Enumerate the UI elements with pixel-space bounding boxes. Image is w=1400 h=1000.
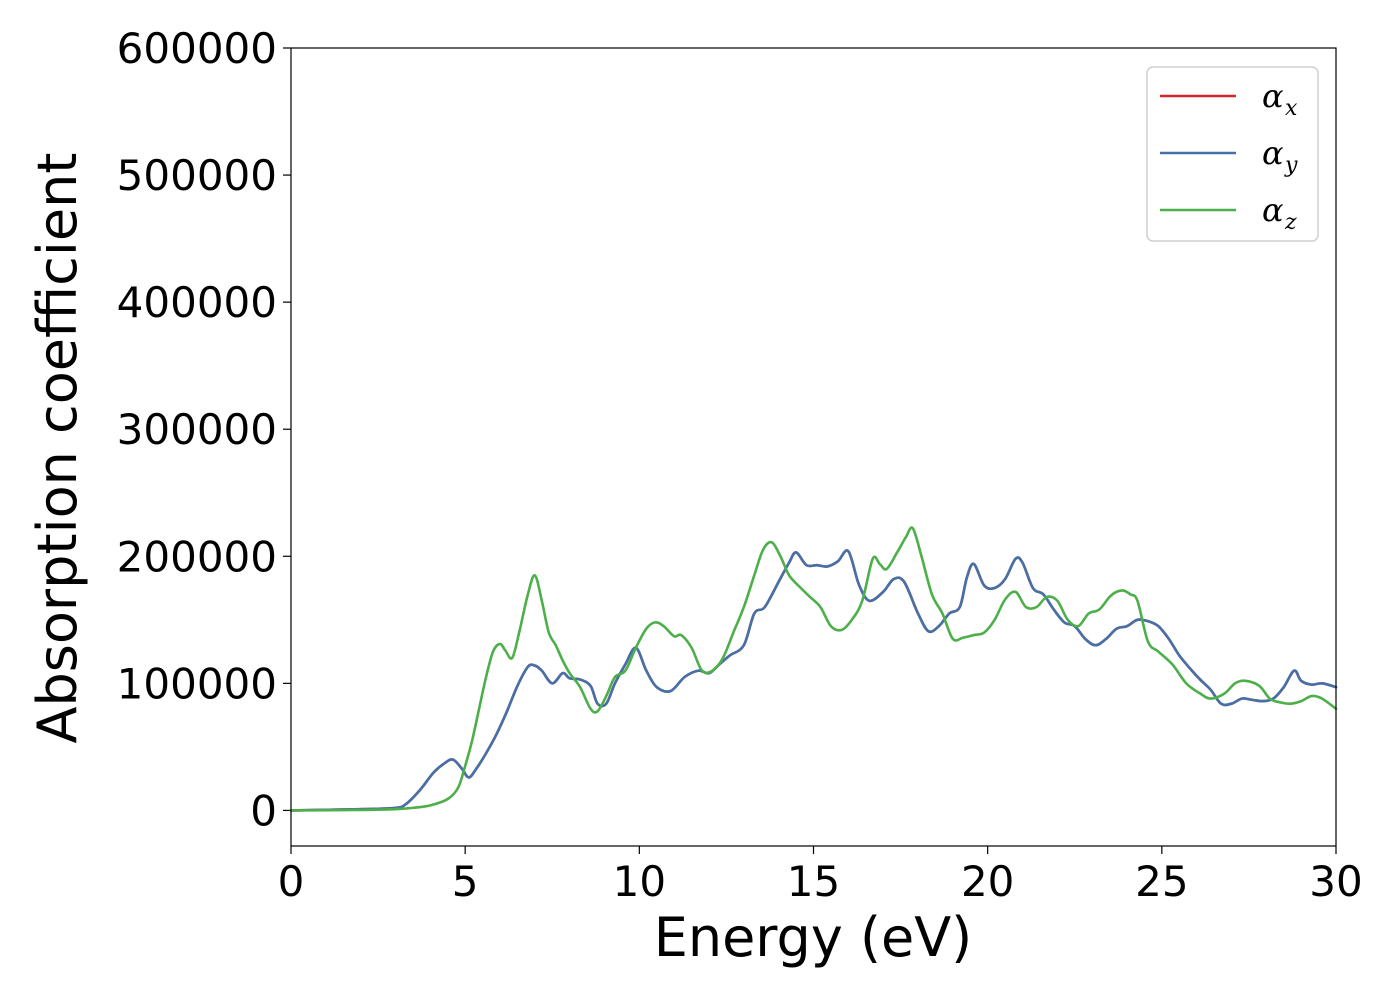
x-tick-label: 30 — [1309, 857, 1362, 906]
plot-frame — [290, 47, 1337, 847]
y-tick-label: 500000 — [117, 151, 277, 200]
x-tick-label: 15 — [787, 857, 840, 906]
x-tick-label: 20 — [961, 857, 1014, 906]
legend-subscript-x: x — [1285, 96, 1298, 121]
legend: α xα yα z — [1146, 66, 1319, 242]
legend-subscript-y: y — [1284, 153, 1298, 178]
y-tick-label: 100000 — [117, 659, 277, 708]
y-tick-label: 300000 — [117, 405, 277, 454]
y-tick-label: 600000 — [117, 24, 277, 73]
legend-label-alpha-y: α — [1262, 134, 1284, 172]
x-tick-label: 25 — [1135, 857, 1188, 906]
y-axis-title: Absorption coefficient — [26, 153, 89, 744]
series-lines — [289, 526, 1338, 812]
x-tick-label: 0 — [278, 857, 305, 906]
series-line-alpha-y — [289, 549, 1338, 812]
legend-subscript-z: z — [1284, 210, 1297, 235]
x-axis-ticks: 0 5 10 15 20 25 30 — [278, 846, 1363, 906]
series-line-alpha-z — [289, 526, 1338, 812]
y-tick-label: 400000 — [117, 278, 277, 327]
legend-label-alpha-x: α — [1262, 77, 1284, 115]
y-axis-ticks: 0 100000 200000 300000 400000 500000 600000 — [117, 24, 291, 835]
series-line-alpha-x — [289, 549, 1338, 812]
x-axis-title: Energy (eV) — [654, 906, 973, 969]
y-tick-label: 200000 — [117, 532, 277, 581]
x-tick-label: 10 — [613, 857, 666, 906]
x-tick-label: 5 — [452, 857, 479, 906]
legend-label-alpha-z: α — [1262, 191, 1284, 229]
y-tick-label: 0 — [250, 786, 277, 835]
